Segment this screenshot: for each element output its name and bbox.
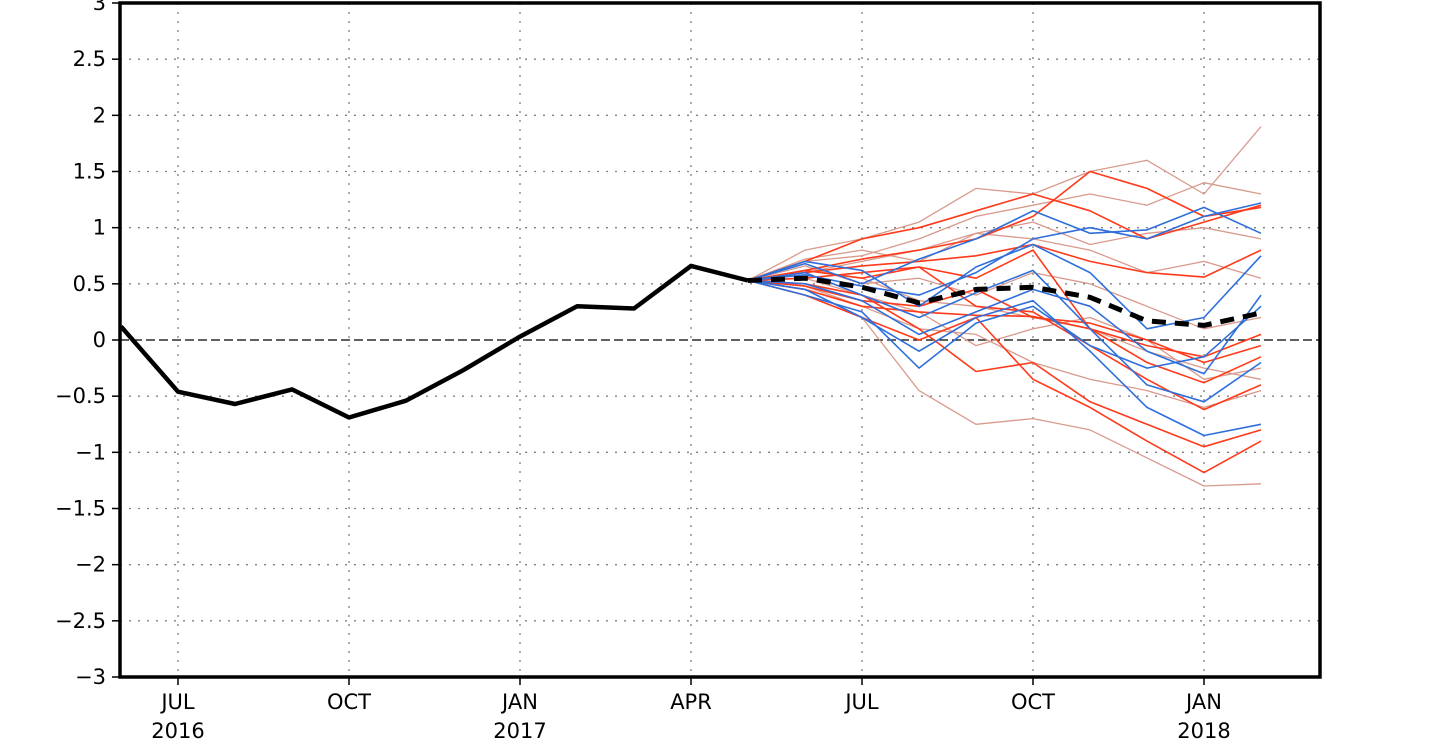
ensemble-member-line-blue xyxy=(747,269,1262,403)
y-tick-label: −3 xyxy=(75,665,106,689)
x-axis-ticks: JUL 2016 OCT JAN 2017 APR JUL OCT JAN 2018 xyxy=(151,677,1231,742)
ensemble-member-line-red xyxy=(747,279,1262,474)
x-tick-label: JUL xyxy=(159,690,195,714)
ensemble-member-line-red xyxy=(747,193,1262,282)
y-tick-label: 2.5 xyxy=(73,47,106,71)
plot-frame xyxy=(118,1,1322,679)
ensemble-member-line-red xyxy=(747,279,1262,448)
y-tick-label: −1.5 xyxy=(55,497,106,521)
y-axis-ticks: −3 −2.5 −2 −1.5 −1 −0.5 0 0.5 1 1.5 2 2.5 3 xyxy=(55,0,120,689)
ensemble-member-line-blue xyxy=(747,206,1262,285)
y-tick-label: −0.5 xyxy=(55,384,106,408)
ensemble-member-line-blue xyxy=(747,279,1262,369)
y-tick-label: 2 xyxy=(93,103,106,127)
ensemble-member-line-red xyxy=(747,170,1262,282)
ensemble-member-line-red xyxy=(747,279,1262,364)
y-tick-label: −2 xyxy=(75,553,106,577)
ensemble-member-line-light xyxy=(747,232,1262,282)
x-tick-label: JAN xyxy=(1184,690,1222,714)
x-tick-label: OCT xyxy=(1011,690,1055,714)
x-tick-year-label: 2017 xyxy=(493,719,546,742)
observed-series-line xyxy=(119,263,749,420)
y-tick-label: 1 xyxy=(93,216,106,240)
ensemble-member-line-red xyxy=(747,243,1262,282)
ensemble-member-line-light xyxy=(747,182,1262,282)
ensemble-member-line-blue xyxy=(747,202,1262,296)
y-tick-label: −1 xyxy=(75,440,106,464)
y-tick-label: 0 xyxy=(93,328,106,352)
y-tick-label: 3 xyxy=(93,0,106,15)
ensemble-member-line-red xyxy=(747,249,1262,384)
y-tick-label: 0.5 xyxy=(73,272,106,296)
main-series xyxy=(119,263,1262,420)
y-tick-label: 1.5 xyxy=(73,160,106,184)
x-tick-label: JUL xyxy=(843,690,879,714)
x-tick-year-label: 2018 xyxy=(1177,719,1230,742)
x-tick-label: OCT xyxy=(327,690,371,714)
ensemble-member-line-light xyxy=(747,126,1262,282)
grid-lines xyxy=(120,3,1320,677)
x-tick-year-label: 2016 xyxy=(151,719,204,742)
y-tick-label: −2.5 xyxy=(55,609,106,633)
x-tick-label: APR xyxy=(670,690,712,714)
x-tick-label: JAN xyxy=(500,690,538,714)
ensemble-mean-line xyxy=(747,275,1262,328)
ensemble-member-line-light xyxy=(747,277,1262,380)
